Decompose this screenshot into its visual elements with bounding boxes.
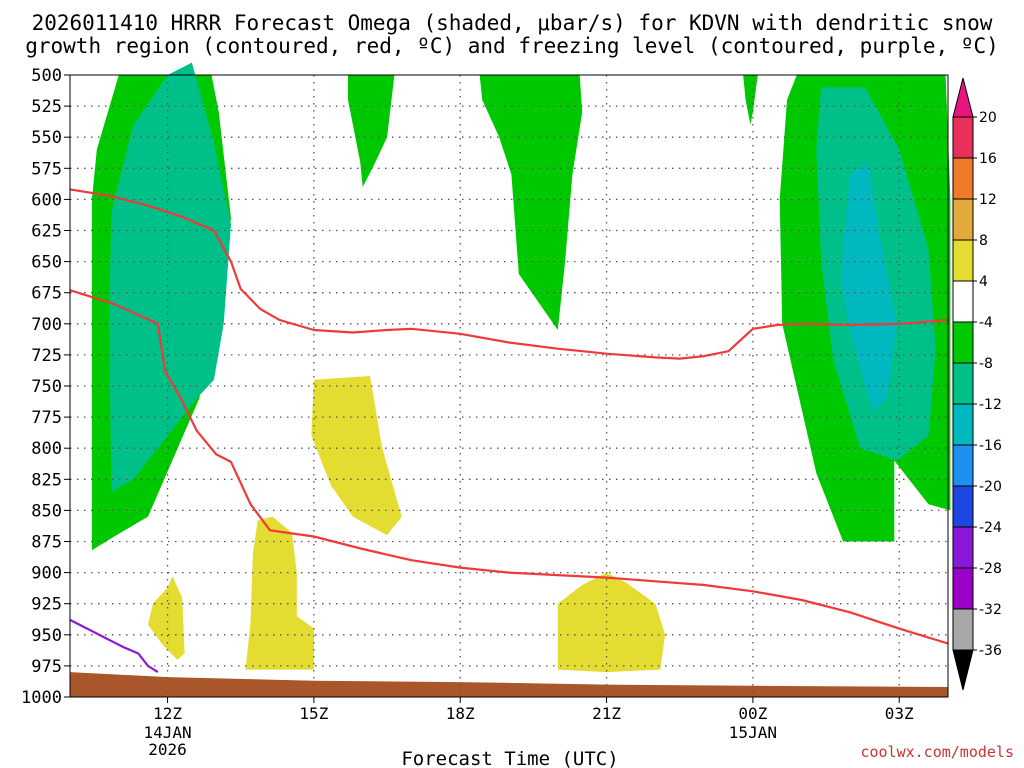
y-tick-label-825: 825: [31, 470, 62, 490]
y-tick-label-875: 875: [31, 533, 62, 553]
omega-region-yellow-3: [148, 576, 185, 660]
omega-region-yellow-4: [557, 572, 666, 673]
y-tick-label-850: 850: [31, 501, 62, 521]
x-tick-date-00Z: 15JAN: [729, 723, 777, 742]
colorbar-segment-6: [952, 362, 974, 405]
chart-title-line-1: 2026011410 HRRR Forecast Omega (shaded, …: [32, 11, 993, 35]
colorbar-label-8: -16: [979, 438, 1002, 454]
y-tick-label-900: 900: [31, 564, 62, 584]
terrain-fill: [70, 672, 948, 697]
colorbar-label-12: -32: [979, 602, 1002, 618]
x-tick-label-18Z: 18Z: [446, 704, 475, 723]
terrain-surface: [70, 672, 948, 697]
x-tick-label-00Z: 00Z: [738, 704, 767, 723]
colorbar-label-0: 20: [979, 110, 997, 126]
colorbar-label-9: -20: [979, 479, 1002, 495]
colorbar-segment-7: [952, 403, 974, 446]
x-tick-label-03Z: 03Z: [885, 704, 914, 723]
colorbar-label-6: -8: [979, 356, 993, 372]
y-tick-label-525: 525: [31, 97, 62, 117]
y-tick-label-650: 650: [31, 253, 62, 273]
y-tick-label-975: 975: [31, 657, 62, 677]
y-tick-label-500: 500: [31, 66, 62, 86]
x-tick-label-15Z: 15Z: [299, 704, 328, 723]
x-tick-label-12Z: 12Z: [153, 704, 182, 723]
contour-lines: [69, 188, 949, 674]
y-tick-label-725: 725: [31, 346, 62, 366]
colorbar-segment-10: [952, 526, 974, 569]
x-tick-label-21Z: 21Z: [592, 704, 621, 723]
y-tick-label-800: 800: [31, 439, 62, 459]
chart-title-line-2: growth region (contoured, red, ºC) and f…: [25, 34, 999, 58]
colorbar-segment-0: [952, 116, 974, 159]
omega-region-yellow-1: [311, 376, 402, 536]
freezing-level-line: [69, 618, 159, 674]
colorbar-label-10: -24: [979, 520, 1002, 536]
y-tick-label-675: 675: [31, 284, 62, 304]
y-tick-label-775: 775: [31, 408, 62, 428]
omega-region-east-cyan: [840, 162, 897, 411]
colorbar-segment-5: [952, 321, 974, 364]
x-tick-date-12Z: 14JAN: [143, 723, 191, 742]
colorbar-bottom-arrow: [952, 649, 974, 691]
y-tick-label-575: 575: [31, 159, 62, 179]
colorbar-label-13: -36: [979, 643, 1002, 659]
colorbar-segment-4: [952, 280, 974, 323]
omega-shading: [70, 62, 951, 697]
omega-region-west-teal: [109, 62, 231, 492]
x-axis-title: Forecast Time (UTC): [401, 748, 618, 768]
colorbar-label-1: 16: [979, 151, 997, 167]
y-axis: 500 525 550 575 600 625 650 675 700 725 750 775 800 8…: [21, 66, 70, 708]
y-tick-label-950: 950: [31, 626, 62, 646]
y-tick-label-600: 600: [31, 190, 62, 210]
colorbar-label-7: -12: [979, 397, 1002, 413]
colorbar-segment-2: [952, 198, 974, 241]
colorbar-label-3: 8: [979, 233, 988, 249]
credit-text: coolwx.com/models: [860, 743, 1014, 761]
colorbar-label-2: 12: [979, 192, 997, 208]
y-tick-label-925: 925: [31, 595, 62, 615]
omega-region-mid-green-2: [479, 75, 583, 330]
dgz-upper-line: [69, 188, 949, 360]
x-tick-year-12Z: 2026: [148, 740, 187, 759]
colorbar-label-5: -4: [979, 315, 993, 331]
colorbar-segment-9: [952, 485, 974, 528]
omega-region-mid-green-1: [348, 75, 395, 187]
colorbar-segment-8: [952, 444, 974, 487]
colorbar-segment-3: [952, 239, 974, 282]
y-tick-label-550: 550: [31, 128, 62, 148]
colorbar-top-arrow: [952, 77, 974, 118]
omega-region-yellow-2: [245, 516, 314, 670]
colorbar-label-4: 4: [979, 274, 988, 290]
y-tick-label-750: 750: [31, 377, 62, 397]
colorbar: 20 16 12 8 4 -4 -8 -12 -16 -20 -24 -28 -32 -36: [952, 77, 1002, 691]
colorbar-segment-11: [952, 567, 974, 610]
y-tick-label-700: 700: [31, 315, 62, 335]
dgz-lower-line: [69, 289, 949, 645]
omega-region-mid-green-3: [743, 75, 758, 125]
y-tick-label-1000: 1000: [21, 688, 62, 708]
colorbar-segment-12: [952, 608, 974, 651]
gridlines: [70, 75, 948, 697]
colorbar-label-11: -28: [979, 561, 1002, 577]
colorbar-segment-1: [952, 157, 974, 200]
y-tick-label-625: 625: [31, 222, 62, 242]
